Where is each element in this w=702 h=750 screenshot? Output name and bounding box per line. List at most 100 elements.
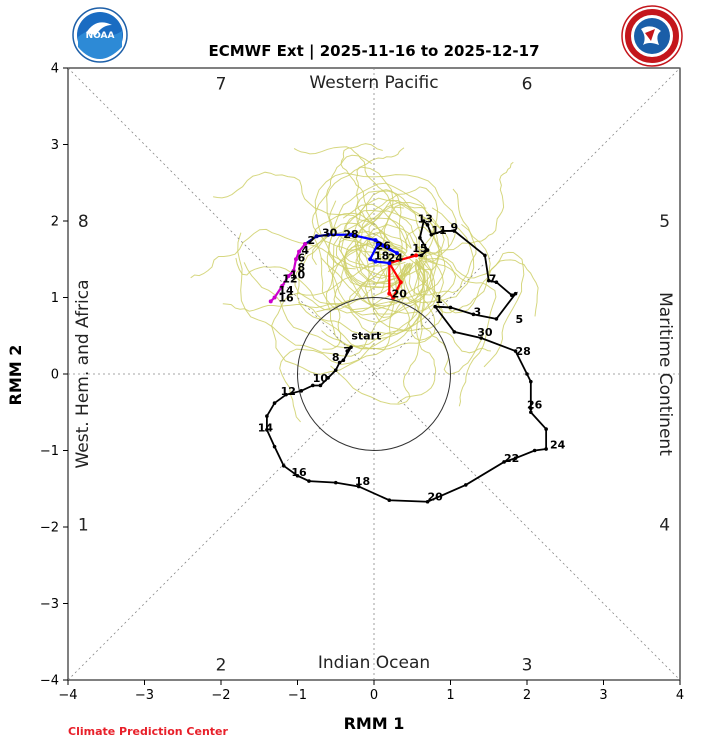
observed-point bbox=[452, 330, 457, 334]
ensemble-spaghetti bbox=[190, 143, 539, 423]
observed-point bbox=[387, 498, 392, 503]
observed-point bbox=[307, 479, 311, 483]
y-tick-label: −1 bbox=[40, 444, 59, 459]
series bbox=[265, 219, 548, 504]
forecast-day-label: 14 bbox=[278, 284, 294, 297]
forecast-mean-point bbox=[368, 257, 373, 262]
forecast-mean-point bbox=[373, 259, 378, 264]
y-tick-label: −4 bbox=[40, 674, 59, 689]
x-tick-label: 4 bbox=[676, 688, 684, 703]
observed-point bbox=[529, 410, 533, 415]
observed-point bbox=[337, 360, 342, 365]
forecast-day-label: 18 bbox=[374, 249, 389, 262]
observed-day-label: 24 bbox=[550, 438, 566, 451]
forecast-day-label: 12 bbox=[282, 272, 297, 285]
forecast-mean-point bbox=[297, 249, 302, 254]
observed-day-label: 15 bbox=[412, 242, 427, 255]
ensemble-member-line bbox=[243, 259, 426, 350]
phase-number: 5 bbox=[659, 212, 670, 232]
x-tick-label: −1 bbox=[288, 688, 307, 703]
observed-point bbox=[295, 473, 300, 478]
ensemble-member-line bbox=[294, 217, 412, 311]
ensemble-member-line bbox=[419, 253, 497, 407]
phase-number: 7 bbox=[216, 74, 227, 94]
svg-text:NOAA: NOAA bbox=[86, 31, 115, 41]
forecast-mean-point bbox=[280, 284, 285, 289]
observed-day-label: 22 bbox=[504, 452, 519, 465]
y-tick-label: 0 bbox=[51, 368, 59, 383]
observed-day-label: 3 bbox=[473, 305, 481, 318]
ensemble-member-line bbox=[353, 197, 440, 305]
observed-day-label: 16 bbox=[291, 466, 307, 479]
observed-point bbox=[333, 480, 338, 485]
ensemble-member-line bbox=[279, 263, 406, 423]
observed-point bbox=[452, 229, 457, 233]
observed-point bbox=[349, 345, 353, 350]
observed-point bbox=[532, 448, 537, 453]
start-label: start bbox=[351, 330, 381, 343]
phase-number: 1 bbox=[78, 516, 89, 536]
phase-number: 4 bbox=[659, 516, 670, 536]
phase-number: 2 bbox=[216, 656, 227, 676]
forecast-mean-point bbox=[391, 295, 396, 300]
ensemble-member-line bbox=[415, 259, 539, 317]
ensemble-member-line bbox=[415, 224, 491, 314]
observed-point bbox=[333, 368, 338, 372]
ensemble-member-line bbox=[338, 209, 441, 271]
ensemble-member-line bbox=[364, 224, 444, 332]
forecast-day-label: 4 bbox=[301, 244, 309, 257]
observed-point bbox=[544, 427, 548, 431]
ensemble-member-line bbox=[190, 228, 403, 279]
observed-day-label: 9 bbox=[450, 221, 458, 234]
forecast-mean-point bbox=[293, 257, 298, 262]
ensemble-member-line bbox=[293, 146, 418, 251]
forecast-mean-point bbox=[375, 241, 380, 246]
diagonal-line bbox=[67, 67, 681, 681]
x-tick-label: 2 bbox=[523, 688, 531, 703]
noaa-logo-icon: NOAA bbox=[72, 7, 128, 63]
observed-point bbox=[513, 349, 518, 353]
climate-prediction-center-credit: Climate Prediction Center bbox=[68, 725, 228, 738]
observed-day-label: 8 bbox=[332, 351, 340, 364]
forecast-mean-point bbox=[272, 295, 277, 300]
observed-point bbox=[425, 499, 430, 504]
observed-day-label: 14 bbox=[258, 422, 274, 435]
observed-point bbox=[486, 278, 491, 283]
forecast-day-label: 20 bbox=[392, 288, 408, 301]
observed-point bbox=[525, 372, 529, 376]
phase-number: 8 bbox=[78, 212, 89, 232]
ensemble-member-line bbox=[314, 172, 457, 270]
forecast-mean-point bbox=[286, 274, 291, 279]
observed-point bbox=[544, 447, 548, 451]
observed-day-label: 13 bbox=[418, 213, 433, 226]
observed-day-label: 11 bbox=[431, 224, 446, 237]
forecast-day-label: 2 bbox=[307, 234, 315, 247]
x-axis-label: RMM 1 bbox=[344, 714, 405, 733]
region-label-right: Maritime Continent bbox=[655, 292, 675, 456]
phase-number: 3 bbox=[522, 656, 533, 676]
forecast-day-label: 26 bbox=[376, 239, 392, 252]
forecast-mean-point bbox=[394, 251, 399, 256]
forecast-mean-point bbox=[398, 280, 403, 285]
observed-point bbox=[471, 312, 476, 317]
ensemble-member-line bbox=[343, 232, 412, 319]
observed-point bbox=[299, 389, 304, 393]
observed-point bbox=[494, 280, 499, 285]
observed-track-line bbox=[265, 219, 548, 503]
observed-day-label: 5 bbox=[516, 313, 524, 326]
amplitude-circle bbox=[297, 297, 451, 451]
observed-point bbox=[272, 444, 277, 449]
forecast-mean-point bbox=[303, 241, 308, 246]
chart-title: ECMWF Ext | 2025-11-16 to 2025-12-17 bbox=[208, 42, 539, 61]
x-tick-label: −3 bbox=[135, 688, 154, 703]
forecast-day-label: 24 bbox=[388, 252, 404, 265]
observed-point bbox=[284, 392, 288, 397]
forecast-day-label: 8 bbox=[297, 261, 305, 274]
observed-day-label: 18 bbox=[355, 475, 370, 488]
ensemble-member-line bbox=[237, 232, 406, 357]
observed-point bbox=[433, 304, 438, 309]
x-tick-label: 3 bbox=[599, 688, 607, 703]
forecast-day-label: 6 bbox=[297, 252, 305, 265]
